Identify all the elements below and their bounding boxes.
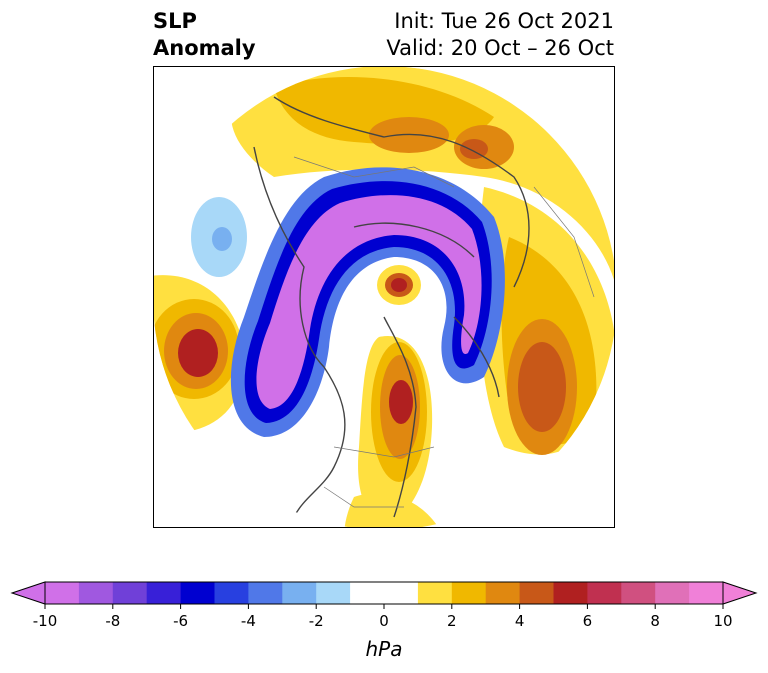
colorbar-cell	[112, 582, 148, 604]
colorbar-cell	[248, 582, 283, 604]
init-date: Init: Tue 26 Oct 2021	[394, 9, 614, 33]
colorbar-tick-label: -4	[241, 612, 256, 630]
colorbar-cell	[214, 582, 249, 604]
title-variable: SLP	[153, 9, 197, 33]
colorbar-tick-label: -8	[105, 612, 120, 630]
colorbar-upper-extend	[722, 581, 758, 605]
colorbar-tick-label: -10	[33, 612, 58, 630]
colorbar-cell	[655, 582, 690, 604]
colorbar-tick-label: -2	[309, 612, 324, 630]
colorbar-cell	[689, 582, 724, 604]
map-dates: Init: Tue 26 Oct 2021 Valid: 20 Oct – 26…	[386, 8, 614, 62]
colorbar-tick-label: -6	[173, 612, 188, 630]
colorbar-tick-label: 8	[650, 612, 660, 630]
colorbar-cell	[384, 582, 419, 604]
colorbar-tick-label: 6	[583, 612, 593, 630]
colorbar-tick-label: 10	[713, 612, 732, 630]
anomaly-field	[154, 67, 614, 527]
colorbar-cell	[587, 582, 622, 604]
borders	[293, 156, 595, 508]
colorbar-cell	[316, 582, 351, 604]
colorbar-cell	[553, 582, 588, 604]
colorbar-cell	[350, 582, 385, 604]
valid-range: Valid: 20 Oct – 26 Oct	[386, 36, 614, 60]
map-title: SLP Anomaly	[153, 8, 256, 62]
colorbar-cell	[282, 582, 317, 604]
colorbar: -10 -8 -6 -4 -2 0 2 4 6 8 10 hPa	[10, 581, 758, 661]
colorbar-cell	[451, 582, 487, 604]
colorbar-cell	[485, 582, 521, 604]
colorbar-cell	[78, 582, 114, 604]
colorbar-cell	[417, 582, 453, 604]
colorbar-tick-label: 0	[379, 612, 389, 630]
colorbar-cell	[621, 582, 656, 604]
polar-map	[153, 66, 615, 528]
colorbar-tick-label: 4	[515, 612, 525, 630]
title-type: Anomaly	[153, 36, 256, 60]
colorbar-unit-label: hPa	[366, 637, 403, 661]
coastlines	[253, 96, 530, 518]
colorbar-lower-extend	[10, 581, 46, 605]
colorbar-cell	[519, 582, 554, 604]
colorbar-cell	[180, 582, 215, 604]
colorbar-tick-label: 2	[447, 612, 457, 630]
colorbar-cell	[146, 582, 182, 604]
colorbar-cell	[45, 582, 80, 604]
